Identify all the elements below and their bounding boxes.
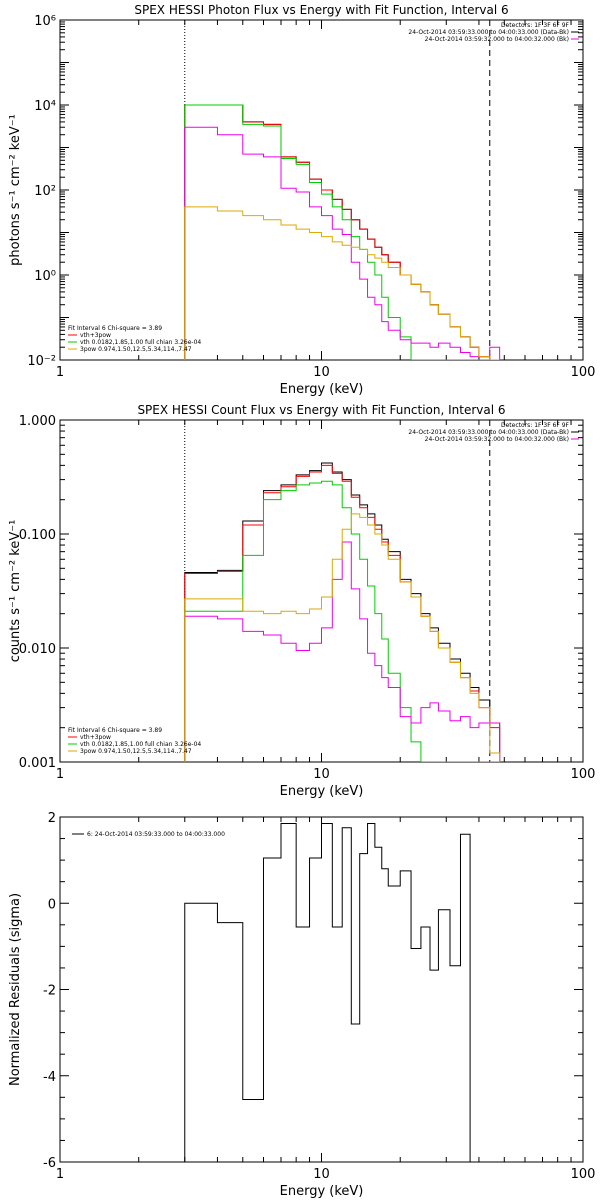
- y-tick-label: 0.001: [19, 756, 56, 771]
- series-line: [184, 513, 501, 762]
- legend-entry: 24-Oct-2014 03:59:32.000 to 04:00:32.000…: [425, 436, 569, 443]
- x-tick-label: 10: [313, 365, 330, 380]
- y-tick-label: 2: [48, 811, 56, 826]
- x-tick-label: 100: [571, 1167, 596, 1182]
- y-tick-label: 10⁶: [34, 14, 56, 29]
- panel-2: SPEX HESSI Count Flux vs Energy with Fit…: [8, 403, 595, 799]
- legend-entry: Detectors: 1F 3F 6F 9F: [501, 422, 570, 429]
- x-tick-label: 10: [313, 1167, 330, 1182]
- x-tick-label: 1: [56, 767, 64, 782]
- legend-entry: Detectors: 1F 3F 6F 9F: [501, 22, 570, 29]
- legend-entry: 6: 24-Oct-2014 03:59:33.000 to 04:00:33.…: [87, 831, 225, 838]
- legend-entry: 24-Oct-2014 03:59:32.000 to 04:00:32.000…: [425, 36, 569, 43]
- series-line: [184, 104, 500, 360]
- x-tick-label: 1: [56, 1167, 64, 1182]
- series-line: [184, 464, 501, 762]
- y-axis-label: photons s⁻¹ cm⁻² keV⁻¹: [8, 114, 23, 266]
- panel-3: 1 10 100 -6 -4 -2 0 2 Energy (keV) Normalized Res…: [8, 811, 595, 1199]
- y-tick-label: 0.010: [19, 642, 56, 657]
- legend-entry: vth 0.0182,1.85,1.00 full chian 3.26e-04: [80, 741, 201, 748]
- y-axis-label: counts s⁻¹ cm⁻² keV⁻¹: [8, 520, 23, 663]
- legend-entry: vth+3pow: [80, 332, 111, 339]
- x-tick-label: 100: [571, 365, 596, 380]
- x-axis-label: Energy (keV): [280, 1184, 364, 1199]
- series-line: [184, 541, 501, 762]
- series-line: [184, 480, 500, 762]
- y-tick-label: 0: [48, 897, 56, 912]
- y-tick-label: 0.100: [19, 528, 56, 543]
- axes-box: [59, 816, 584, 1163]
- x-tick-label: 10: [313, 767, 330, 782]
- x-axis-label: Energy (keV): [280, 382, 364, 397]
- series-line: [184, 822, 471, 1162]
- y-axis-label: Normalized Residuals (sigma): [8, 893, 23, 1086]
- x-tick-label: 1: [56, 365, 64, 380]
- x-tick-label: 100: [571, 767, 596, 782]
- legend-entry: Fit Interval 6 Chi-square = 3.89: [68, 325, 162, 332]
- panel-1: SPEX HESSI Photon Flux vs Energy with Fi…: [8, 3, 595, 397]
- y-tick-label: 10²: [34, 184, 56, 199]
- series-line: [184, 206, 500, 360]
- y-tick-label: 1.000: [19, 414, 56, 429]
- legend-entry: 24-Oct-2014 03:59:33.000 to 04:00:33.000…: [408, 29, 569, 36]
- legend-entry: vth 0.0182,1.85,1.00 full chian 3.26e-04: [80, 339, 201, 346]
- legend-entry: 3pow 0.974,1.50,12.5,5.34,114.,7.47: [80, 346, 192, 353]
- y-tick-label: -2: [43, 984, 56, 999]
- legend-entry: 24-Oct-2014 03:59:33.000 to 04:00:33.000…: [408, 429, 569, 436]
- y-tick-label: 10⁻²: [27, 354, 56, 369]
- series-line: [184, 126, 501, 360]
- y-tick-label: 10⁰: [34, 269, 56, 284]
- chart-title: SPEX HESSI Photon Flux vs Energy with Fi…: [134, 3, 508, 17]
- legend-entry: vth+3pow: [80, 734, 111, 741]
- x-axis-label: Energy (keV): [280, 784, 364, 799]
- chart-title: SPEX HESSI Count Flux vs Energy with Fit…: [137, 403, 505, 417]
- y-tick-label: -4: [43, 1070, 56, 1085]
- legend-entry: 3pow 0.974,1.50,12.5,5.34,114.,7.47: [80, 748, 192, 755]
- legend-entry: Fit Interval 6 Chi-square = 3.89: [68, 727, 162, 734]
- y-tick-label: -6: [43, 1156, 56, 1171]
- y-tick-label: 10⁴: [34, 99, 56, 114]
